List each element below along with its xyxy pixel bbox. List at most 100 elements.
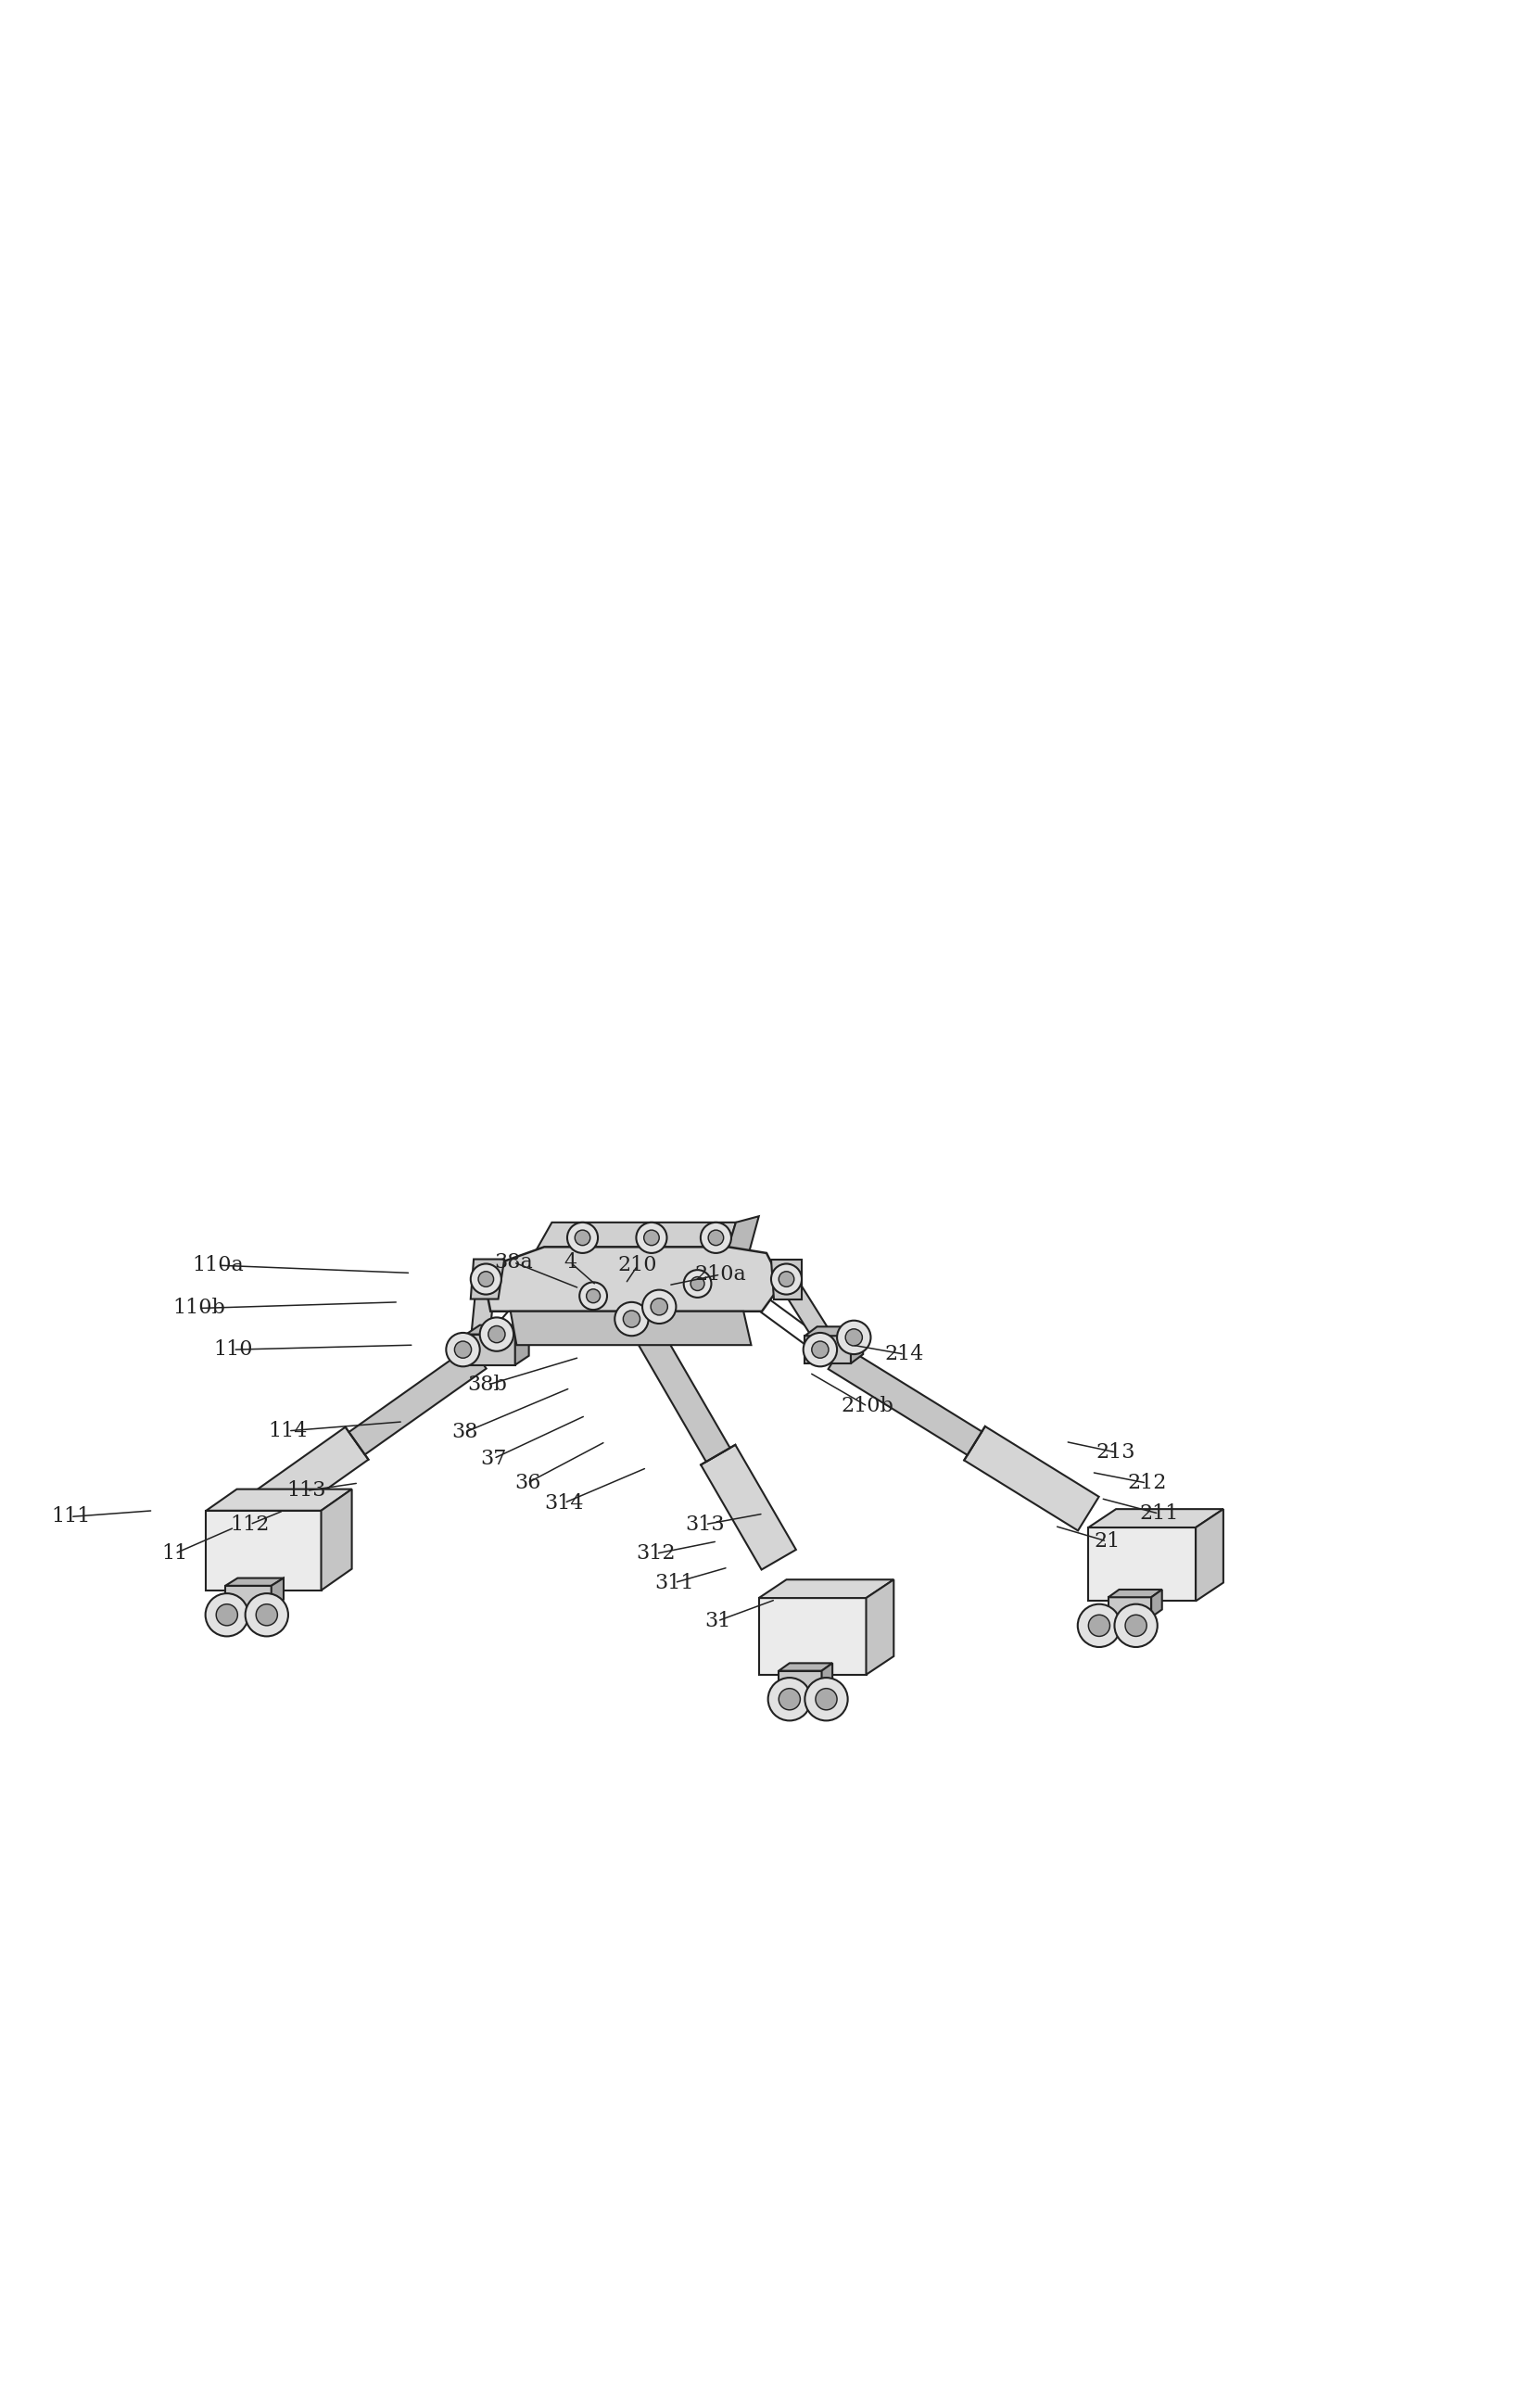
Circle shape	[805, 1678, 848, 1722]
Polygon shape	[466, 1334, 515, 1365]
Circle shape	[650, 1298, 668, 1315]
Polygon shape	[1088, 1510, 1223, 1527]
Polygon shape	[779, 1664, 832, 1671]
Polygon shape	[779, 1671, 822, 1690]
Circle shape	[471, 1264, 501, 1296]
Circle shape	[1088, 1616, 1110, 1637]
Circle shape	[586, 1288, 599, 1303]
Polygon shape	[1196, 1510, 1223, 1601]
Polygon shape	[469, 1279, 495, 1358]
Text: 210b: 210b	[842, 1397, 894, 1416]
Text: 111: 111	[51, 1507, 90, 1527]
Polygon shape	[851, 1327, 863, 1363]
Text: 214: 214	[885, 1344, 924, 1365]
Text: 112: 112	[230, 1515, 270, 1534]
Circle shape	[684, 1269, 711, 1298]
Text: 110b: 110b	[173, 1298, 225, 1320]
Polygon shape	[822, 1664, 832, 1690]
Circle shape	[701, 1223, 731, 1252]
Circle shape	[837, 1320, 871, 1353]
Circle shape	[480, 1317, 514, 1351]
Text: 311: 311	[655, 1572, 694, 1592]
Polygon shape	[828, 1346, 981, 1454]
Circle shape	[256, 1604, 277, 1625]
Circle shape	[708, 1230, 724, 1245]
Polygon shape	[245, 1428, 368, 1529]
Polygon shape	[1108, 1597, 1151, 1618]
Polygon shape	[1108, 1589, 1162, 1597]
Circle shape	[454, 1341, 471, 1358]
Text: 313: 313	[685, 1515, 725, 1534]
Polygon shape	[471, 1259, 504, 1298]
Circle shape	[846, 1329, 862, 1346]
Circle shape	[816, 1688, 837, 1710]
Polygon shape	[759, 1580, 894, 1599]
Polygon shape	[675, 1296, 687, 1332]
Circle shape	[567, 1223, 598, 1252]
Circle shape	[1125, 1616, 1147, 1637]
Polygon shape	[866, 1580, 894, 1674]
Polygon shape	[759, 1599, 866, 1674]
Polygon shape	[701, 1445, 796, 1570]
Circle shape	[1078, 1604, 1121, 1647]
Circle shape	[245, 1594, 288, 1637]
Circle shape	[690, 1276, 704, 1291]
Circle shape	[216, 1604, 238, 1625]
Circle shape	[615, 1303, 648, 1336]
Text: 114: 114	[268, 1421, 308, 1440]
Text: 31: 31	[704, 1611, 731, 1630]
Polygon shape	[225, 1587, 271, 1606]
Circle shape	[636, 1223, 667, 1252]
Polygon shape	[779, 1274, 843, 1363]
Circle shape	[812, 1341, 828, 1358]
Circle shape	[575, 1230, 590, 1245]
Polygon shape	[1151, 1589, 1162, 1618]
Text: 11: 11	[161, 1544, 189, 1563]
Polygon shape	[320, 1488, 351, 1589]
Circle shape	[779, 1271, 794, 1286]
Text: 21: 21	[1093, 1531, 1121, 1551]
Polygon shape	[725, 1216, 759, 1257]
Circle shape	[446, 1332, 480, 1365]
Polygon shape	[515, 1324, 529, 1365]
Circle shape	[644, 1230, 659, 1245]
Text: 38a: 38a	[494, 1252, 533, 1271]
Text: 312: 312	[636, 1544, 676, 1563]
Text: 211: 211	[1139, 1503, 1179, 1524]
Circle shape	[1114, 1604, 1157, 1647]
Polygon shape	[805, 1336, 851, 1363]
Circle shape	[489, 1327, 506, 1344]
Polygon shape	[1088, 1527, 1196, 1601]
Circle shape	[579, 1281, 607, 1310]
Polygon shape	[225, 1577, 284, 1587]
Text: 110: 110	[213, 1339, 253, 1361]
Circle shape	[622, 1310, 641, 1327]
Text: 314: 314	[544, 1493, 584, 1512]
Text: 110a: 110a	[192, 1255, 244, 1276]
Circle shape	[205, 1594, 248, 1637]
Polygon shape	[632, 1320, 730, 1462]
Polygon shape	[964, 1426, 1099, 1531]
Circle shape	[768, 1678, 811, 1722]
Polygon shape	[805, 1327, 863, 1336]
Polygon shape	[205, 1510, 320, 1589]
Polygon shape	[205, 1488, 351, 1510]
Text: 210a: 210a	[694, 1264, 747, 1286]
Text: 210: 210	[618, 1255, 658, 1276]
Text: 36: 36	[514, 1474, 541, 1493]
Circle shape	[803, 1332, 837, 1365]
Polygon shape	[627, 1250, 653, 1327]
Polygon shape	[629, 1296, 687, 1305]
Text: 4: 4	[564, 1252, 576, 1271]
Polygon shape	[486, 1247, 782, 1312]
Text: 213: 213	[1096, 1442, 1136, 1462]
Text: 38b: 38b	[468, 1375, 507, 1394]
Polygon shape	[771, 1259, 802, 1298]
Polygon shape	[532, 1223, 736, 1257]
Text: 212: 212	[1127, 1474, 1167, 1493]
Circle shape	[642, 1291, 676, 1324]
Text: 37: 37	[480, 1447, 507, 1469]
Circle shape	[771, 1264, 802, 1296]
Circle shape	[478, 1271, 494, 1286]
Polygon shape	[271, 1577, 284, 1606]
